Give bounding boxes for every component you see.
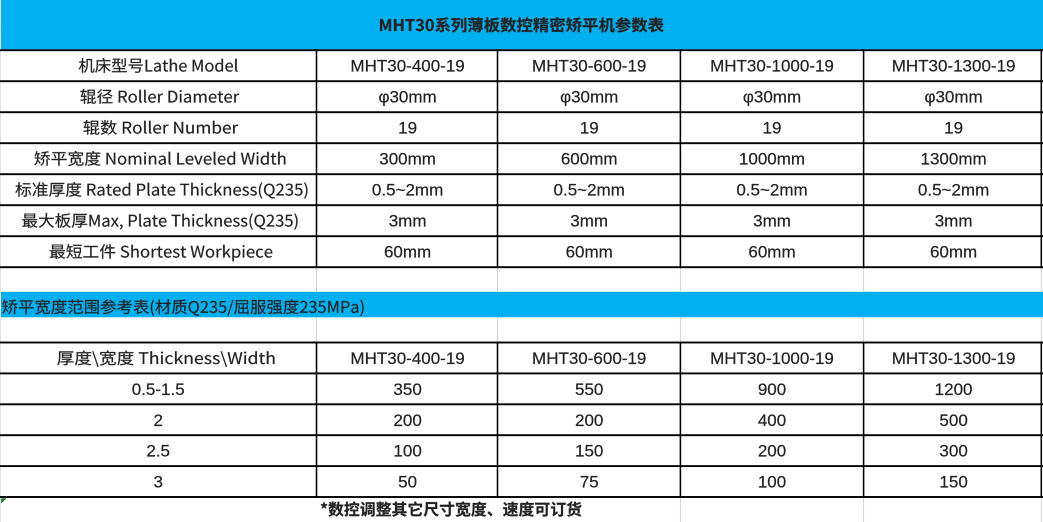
svg-text:3mm: 3mm (570, 212, 608, 231)
svg-text:19: 19 (763, 119, 782, 138)
svg-text:150: 150 (575, 442, 603, 461)
svg-text:1200: 1200 (935, 380, 973, 399)
svg-text:19: 19 (580, 119, 599, 138)
svg-text:0.5-1.5: 0.5-1.5 (132, 380, 185, 399)
svg-text:200: 200 (393, 411, 421, 430)
svg-text:550: 550 (575, 380, 603, 399)
svg-text:300: 300 (939, 442, 967, 461)
svg-text:1000mm: 1000mm (739, 150, 805, 169)
svg-text:0.5~2mm: 0.5~2mm (554, 181, 625, 200)
svg-text:900: 900 (758, 380, 786, 399)
svg-text:MHT30-1000-19: MHT30-1000-19 (710, 349, 834, 368)
svg-text:0.5~2mm: 0.5~2mm (736, 181, 807, 200)
svg-text:3: 3 (153, 473, 162, 492)
svg-text:φ30mm: φ30mm (743, 88, 801, 107)
svg-text:500: 500 (939, 411, 967, 430)
svg-text:19: 19 (944, 119, 963, 138)
svg-text:MHT30-600-19: MHT30-600-19 (532, 57, 646, 76)
svg-text:200: 200 (758, 442, 786, 461)
svg-text:MHT30-600-19: MHT30-600-19 (532, 349, 646, 368)
svg-text:60mm: 60mm (930, 243, 977, 262)
svg-text:100: 100 (393, 442, 421, 461)
svg-text:1300mm: 1300mm (921, 150, 987, 169)
svg-text:150: 150 (939, 473, 967, 492)
svg-text:φ30mm: φ30mm (378, 88, 436, 107)
svg-text:75: 75 (580, 473, 599, 492)
svg-text:350: 350 (393, 380, 421, 399)
svg-text:60mm: 60mm (748, 243, 795, 262)
svg-text:19: 19 (398, 119, 417, 138)
svg-text:φ30mm: φ30mm (560, 88, 618, 107)
svg-text:MHT30-1000-19: MHT30-1000-19 (710, 57, 834, 76)
svg-text:3mm: 3mm (935, 212, 973, 231)
svg-text:100: 100 (758, 473, 786, 492)
svg-text:300mm: 300mm (379, 150, 436, 169)
svg-text:MHT30-1300-19: MHT30-1300-19 (892, 349, 1016, 368)
svg-text:3mm: 3mm (753, 212, 791, 231)
svg-text:2.5: 2.5 (146, 442, 170, 461)
svg-text:2: 2 (153, 411, 162, 430)
svg-text:MHT30-400-19: MHT30-400-19 (350, 57, 464, 76)
svg-text:φ30mm: φ30mm (924, 88, 982, 107)
svg-text:50: 50 (398, 473, 417, 492)
svg-text:400: 400 (758, 411, 786, 430)
svg-text:600mm: 600mm (561, 150, 618, 169)
svg-text:60mm: 60mm (566, 243, 613, 262)
svg-text:MHT30-1300-19: MHT30-1300-19 (892, 57, 1016, 76)
svg-text:MHT30-400-19: MHT30-400-19 (350, 349, 464, 368)
svg-text:0.5~2mm: 0.5~2mm (918, 181, 989, 200)
svg-text:0.5~2mm: 0.5~2mm (372, 181, 443, 200)
svg-text:60mm: 60mm (384, 243, 431, 262)
svg-text:3mm: 3mm (389, 212, 427, 231)
svg-text:200: 200 (575, 411, 603, 430)
